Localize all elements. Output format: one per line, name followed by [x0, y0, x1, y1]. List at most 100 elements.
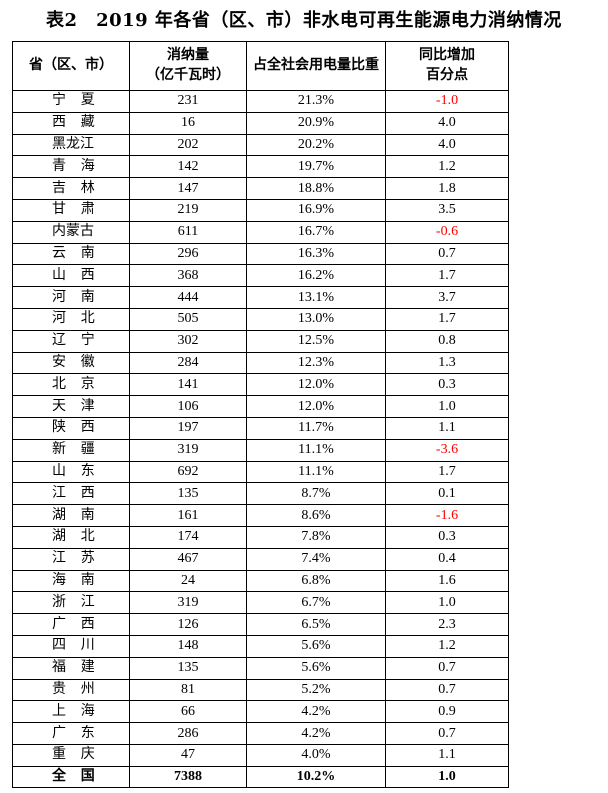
province-name: 广东	[52, 725, 110, 741]
province-name: 四川	[52, 638, 110, 654]
consumption-cell: 126	[129, 613, 247, 636]
consumption-cell: 692	[129, 460, 247, 484]
table-row: 河北 505 13.0% 1.7	[12, 307, 509, 331]
province-name: 甘肃	[52, 202, 110, 218]
share-cell: 4.2%	[246, 722, 386, 745]
consumption-cell: 161	[129, 504, 247, 527]
province-name: 云南	[52, 245, 110, 261]
province-name: 上海	[52, 703, 110, 719]
share-cell: 12.0%	[246, 395, 386, 418]
share-cell: 12.0%	[246, 373, 386, 397]
share-cell: 11.1%	[246, 438, 386, 462]
header-share: 占全社会用电量比重	[246, 41, 386, 91]
province-cell: 江西	[12, 482, 130, 506]
consumption-cell: 66	[129, 700, 247, 724]
yoy-cell: 0.3	[385, 525, 509, 549]
share-cell: 18.8%	[246, 177, 386, 200]
province-name: 宁夏	[52, 93, 110, 109]
yoy-cell: -1.0	[385, 90, 509, 113]
consumption-cell: 197	[129, 416, 247, 440]
table-row: 新疆 319 11.1% -3.6	[12, 438, 509, 462]
province-cell: 黑龙江	[12, 133, 130, 157]
province-name: 河南	[52, 289, 110, 305]
province-name: 江苏	[52, 551, 110, 567]
consumption-cell: 24	[129, 569, 247, 593]
share-cell: 16.7%	[246, 220, 386, 244]
share-cell: 13.0%	[246, 307, 386, 331]
share-cell: 4.2%	[246, 700, 386, 724]
table-row: 西藏 16 20.9% 4.0	[12, 111, 509, 135]
table-row: 天津 106 12.0% 1.0	[12, 395, 509, 418]
table-row: 内蒙古 611 16.7% -0.6	[12, 220, 509, 244]
yoy-cell: 0.9	[385, 700, 509, 724]
consumption-cell: 174	[129, 525, 247, 549]
yoy-cell: 0.7	[385, 242, 509, 266]
consumption-cell: 231	[129, 90, 247, 113]
share-cell: 6.7%	[246, 591, 386, 615]
province-cell: 海南	[12, 569, 130, 593]
province-name: 新疆	[52, 442, 110, 458]
yoy-cell: 3.7	[385, 286, 509, 309]
consumption-cell: 81	[129, 678, 247, 702]
yoy-cell: 3.5	[385, 198, 509, 222]
province-cell: 山西	[12, 264, 130, 288]
province-cell: 河北	[12, 307, 130, 331]
province-cell: 陕西	[12, 416, 130, 440]
header-consumption: 消纳量 （亿千瓦时）	[129, 41, 247, 91]
consumption-cell: 135	[129, 656, 247, 680]
table-total-row: 全国 7388 10.2% 1.0	[12, 765, 509, 788]
province-name: 福建	[52, 660, 110, 676]
province-cell: 重庆	[12, 743, 130, 767]
table-row: 陕西 197 11.7% 1.1	[12, 416, 509, 440]
province-cell: 辽宁	[12, 329, 130, 353]
yoy-cell: 1.0	[385, 765, 509, 788]
province-cell: 福建	[12, 656, 130, 680]
province-cell: 湖南	[12, 504, 130, 527]
share-cell: 5.2%	[246, 678, 386, 702]
share-cell: 16.3%	[246, 242, 386, 266]
header-yoy-line1: 同比增加	[419, 48, 475, 63]
consumption-cell: 16	[129, 111, 247, 135]
share-cell: 8.6%	[246, 504, 386, 527]
table-row: 四川 148 5.6% 1.2	[12, 634, 509, 658]
province-cell: 河南	[12, 286, 130, 309]
province-cell: 西藏	[12, 111, 130, 135]
province-name: 黑龙江	[52, 136, 94, 152]
share-cell: 19.7%	[246, 155, 386, 179]
consumption-cell: 148	[129, 634, 247, 658]
table-title: 表2 2019 年各省（区、市）非水电可再生能源电力消纳情况	[46, 10, 562, 31]
province-cell: 贵州	[12, 678, 130, 702]
share-cell: 20.2%	[246, 133, 386, 157]
header-consumption-line2: （亿千瓦时）	[146, 68, 230, 83]
consumption-cell: 135	[129, 482, 247, 506]
yoy-cell: 1.0	[385, 591, 509, 615]
yoy-cell: 0.8	[385, 329, 509, 353]
table-row: 海南 24 6.8% 1.6	[12, 569, 509, 593]
province-cell: 广东	[12, 722, 130, 745]
province-name: 贵州	[52, 681, 110, 697]
table-row: 青海 142 19.7% 1.2	[12, 155, 509, 179]
province-cell: 江苏	[12, 547, 130, 571]
share-cell: 11.7%	[246, 416, 386, 440]
yoy-cell: 2.3	[385, 613, 509, 636]
share-cell: 21.3%	[246, 90, 386, 113]
province-name: 陕西	[52, 420, 110, 436]
province-cell: 甘肃	[12, 198, 130, 222]
table-row: 黑龙江 202 20.2% 4.0	[12, 133, 509, 157]
province-name: 辽宁	[52, 333, 110, 349]
province-cell: 北京	[12, 373, 130, 397]
consumption-cell: 368	[129, 264, 247, 288]
table-row: 宁夏 231 21.3% -1.0	[12, 90, 509, 113]
consumption-cell: 505	[129, 307, 247, 331]
consumption-cell: 319	[129, 591, 247, 615]
province-cell: 新疆	[12, 438, 130, 462]
yoy-cell: 0.7	[385, 722, 509, 745]
province-cell: 四川	[12, 634, 130, 658]
share-cell: 10.2%	[246, 765, 386, 788]
consumption-cell: 286	[129, 722, 247, 745]
yoy-cell: 1.2	[385, 634, 509, 658]
table-row: 云南 296 16.3% 0.7	[12, 242, 509, 266]
province-cell: 全国	[12, 765, 130, 788]
share-cell: 20.9%	[246, 111, 386, 135]
table-row: 贵州 81 5.2% 0.7	[12, 678, 509, 702]
